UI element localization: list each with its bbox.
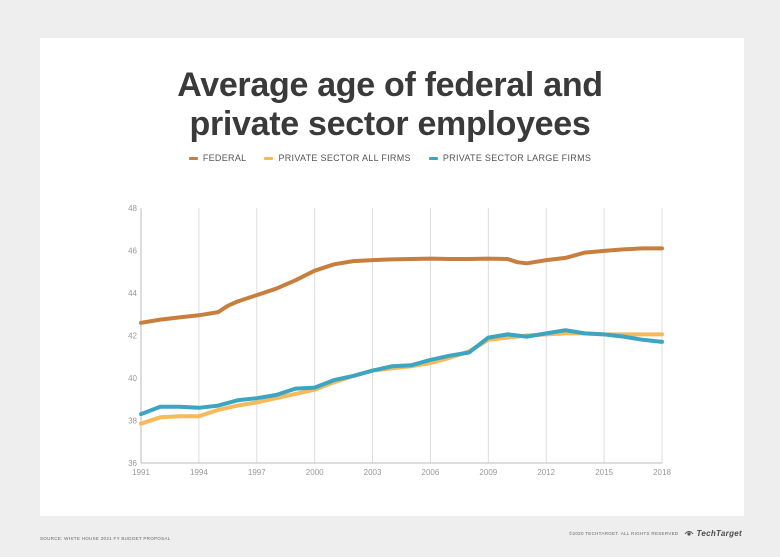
x-tick-label-2009: 2009 [479, 468, 497, 477]
y-tick-label-38: 38 [128, 417, 137, 426]
x-tick-label-1991: 1991 [132, 468, 150, 477]
chart-title-line-2: private sector employees [189, 105, 591, 143]
source-note: SOURCE: WHITE HOUSE 2021 FY BUDGET PROPO… [40, 536, 171, 541]
x-tick-label-2018: 2018 [653, 468, 671, 477]
y-tick-label-44: 44 [128, 289, 137, 298]
y-tick-label-36: 36 [128, 459, 137, 468]
x-tick-label-1997: 1997 [248, 468, 266, 477]
legend-label-private-all: PRIVATE SECTOR ALL FIRMS [278, 153, 411, 163]
y-tick-label-42: 42 [128, 332, 137, 341]
x-tick-label-1994: 1994 [190, 468, 208, 477]
y-tick-label-40: 40 [128, 374, 137, 383]
x-tick-label-2000: 2000 [306, 468, 324, 477]
y-tick-label-46: 46 [128, 247, 137, 256]
x-tick-label-2012: 2012 [537, 468, 555, 477]
chart-card [40, 38, 744, 516]
y-tick-label-48: 48 [128, 204, 137, 213]
legend-swatch-private-all [264, 156, 274, 160]
chart-title: Average age of federal and private secto… [0, 66, 780, 144]
chart-legend: FEDERAL PRIVATE SECTOR ALL FIRMS PRIVATE… [0, 153, 780, 163]
legend-label-private-large: PRIVATE SECTOR LARGE FIRMS [442, 153, 592, 163]
eye-icon [685, 531, 694, 536]
legend-item-private-all: PRIVATE SECTOR ALL FIRMS [264, 153, 411, 163]
legend-item-private-large: PRIVATE SECTOR LARGE FIRMS [428, 153, 592, 163]
x-tick-label-2003: 2003 [364, 468, 382, 477]
brand-logo: TechTarget [684, 529, 742, 538]
series-line-1 [139, 331, 664, 426]
legend-item-federal: FEDERAL [188, 153, 247, 163]
series-line-0 [139, 246, 664, 325]
x-tick-label-2015: 2015 [595, 468, 613, 477]
series-line-2 [139, 328, 664, 417]
brand-name: TechTarget [696, 529, 742, 538]
copyright-note: ©2020 TECHTARGET. ALL RIGHTS RESERVED [568, 531, 679, 536]
legend-label-federal: FEDERAL [202, 153, 247, 163]
legend-swatch-federal [188, 156, 198, 160]
chart-title-line-1: Average age of federal and [177, 66, 603, 104]
legend-swatch-private-large [428, 156, 438, 160]
x-tick-label-2006: 2006 [422, 468, 440, 477]
footer-right: ©2020 TECHTARGET. ALL RIGHTS RESERVED Te… [569, 529, 742, 538]
